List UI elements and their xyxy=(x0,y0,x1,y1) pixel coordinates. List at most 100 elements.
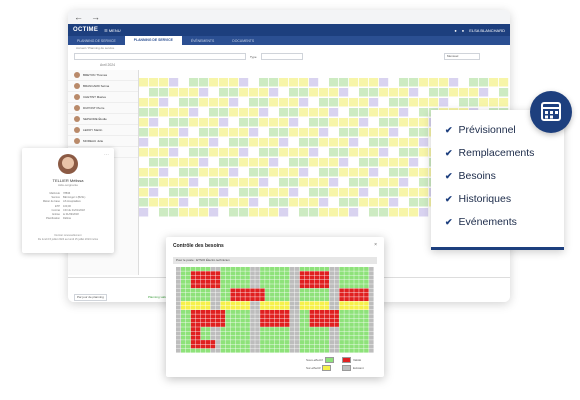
heatmap-cell xyxy=(190,335,196,340)
list-item[interactable]: BRETON Thomas xyxy=(68,70,138,81)
heatmap-cell xyxy=(299,271,305,276)
tab-planning-1[interactable]: PLANNING DE SERVICE xyxy=(77,38,116,43)
heatmap-cell xyxy=(309,335,315,340)
heatmap-cell xyxy=(245,314,250,319)
heatmap-cell xyxy=(180,288,186,293)
heatmap-cell xyxy=(220,267,226,271)
employee-name: SEPHORE Élodie xyxy=(83,117,107,121)
heatmap-cell xyxy=(289,271,295,276)
list-item[interactable]: LEROY Martin xyxy=(68,125,138,136)
feature-label: Remplacements xyxy=(458,147,535,159)
settings-icon[interactable]: ● xyxy=(461,27,465,33)
schedule-cell xyxy=(309,228,319,237)
schedule-cell xyxy=(249,188,259,197)
tab-events[interactable]: ÉVÈNEMENTS xyxy=(190,38,215,43)
heatmap-cell xyxy=(289,275,295,280)
list-item[interactable]: MOREAU Julie xyxy=(68,136,138,147)
heatmap-cell xyxy=(176,322,181,327)
day-select[interactable]: Par jour de planning xyxy=(74,294,107,301)
view-select[interactable]: Mensuel xyxy=(444,53,480,60)
schedule-cell xyxy=(399,158,409,167)
list-item[interactable]: BRANCARD Selma xyxy=(68,81,138,92)
list-item[interactable]: SEPHORE Élodie xyxy=(68,114,138,125)
tab-documents[interactable]: DOCUMENTS xyxy=(232,38,255,43)
close-icon[interactable]: × xyxy=(374,242,377,248)
filter-bar: Type Mensuel xyxy=(68,52,510,61)
schedule-cell xyxy=(299,208,309,217)
schedule-cell xyxy=(309,178,319,187)
heatmap-cell xyxy=(190,331,196,336)
heatmap-cell xyxy=(260,267,265,271)
schedule-cell xyxy=(419,128,429,137)
heatmap-cell xyxy=(284,301,290,306)
heatmap-cell xyxy=(279,305,285,310)
schedule-cell xyxy=(239,138,249,147)
heatmap-cell xyxy=(284,297,290,301)
schedule-cell xyxy=(379,88,389,97)
schedule-cell xyxy=(359,168,369,177)
legend-item: Sous-effectif xyxy=(306,357,334,363)
heatmap-cell xyxy=(176,267,181,271)
schedule-cell xyxy=(149,208,159,217)
heatmap-cell xyxy=(185,301,191,306)
schedule-cell xyxy=(139,138,149,147)
type-select[interactable] xyxy=(260,53,303,60)
schedule-cell xyxy=(249,88,259,97)
heatmap-cell xyxy=(369,318,374,323)
schedule-cell xyxy=(299,88,309,97)
forward-icon[interactable]: → xyxy=(91,12,100,22)
schedule-cell xyxy=(309,218,319,227)
more-icon[interactable]: ⋯ xyxy=(104,152,109,158)
schedule-cell xyxy=(329,198,339,207)
heatmap-cell xyxy=(200,310,206,314)
heatmap-cell xyxy=(205,335,211,340)
heatmap-cell xyxy=(314,288,320,293)
schedule-cell xyxy=(229,148,239,157)
heatmap-cell xyxy=(354,344,359,349)
check-icon: ✔ xyxy=(445,193,453,204)
schedule-cell xyxy=(349,128,359,137)
heatmap-cell xyxy=(319,292,325,297)
schedule-cell xyxy=(239,98,249,107)
menu-button[interactable]: ☰ MENU xyxy=(104,27,121,33)
tab-planning-active[interactable]: PLANNING DE SERVICE xyxy=(124,36,182,45)
service-select[interactable] xyxy=(74,53,246,60)
list-item[interactable]: CHETINT Maëva xyxy=(68,92,138,103)
heatmap-cell xyxy=(195,288,201,293)
heatmap-cell xyxy=(299,327,305,332)
heatmap-cell xyxy=(284,271,290,276)
heatmap-cell xyxy=(344,275,349,280)
heatmap-cell xyxy=(314,271,320,276)
schedule-cell xyxy=(419,148,429,157)
schedule-cell xyxy=(389,238,399,247)
heatmap-cell xyxy=(369,271,374,276)
heatmap-cell xyxy=(245,348,250,353)
schedule-cell xyxy=(179,138,189,147)
schedule-cell xyxy=(189,198,199,207)
notification-icon[interactable]: ● xyxy=(454,27,457,33)
heatmap-cell xyxy=(265,327,270,332)
heatmap-cell xyxy=(304,279,310,284)
heatmap-cell xyxy=(205,348,211,353)
heatmap-cell xyxy=(265,292,270,297)
back-icon[interactable]: ← xyxy=(74,12,83,22)
user-name[interactable]: ELSA BLANCHARD xyxy=(469,27,505,33)
heatmap-cell xyxy=(339,271,344,276)
list-item[interactable]: DUPONT Pierre xyxy=(68,103,138,114)
heatmap-cell xyxy=(364,279,369,284)
heatmap-cell xyxy=(359,310,364,314)
heatmap-cell xyxy=(364,288,369,293)
schedule-cell xyxy=(399,108,409,117)
heatmap-cell xyxy=(185,279,191,284)
schedule-cell xyxy=(309,208,319,217)
heatmap-cell xyxy=(329,327,334,332)
schedule-cell xyxy=(319,178,329,187)
schedule-cell xyxy=(309,118,319,127)
heatmap-cell xyxy=(329,318,334,323)
schedule-cell xyxy=(199,228,209,237)
heatmap-cell xyxy=(180,279,186,284)
heatmap-cell xyxy=(265,331,270,336)
heatmap-cell xyxy=(240,292,245,297)
heatmap-cell xyxy=(195,327,201,332)
heatmap-cell xyxy=(349,279,354,284)
